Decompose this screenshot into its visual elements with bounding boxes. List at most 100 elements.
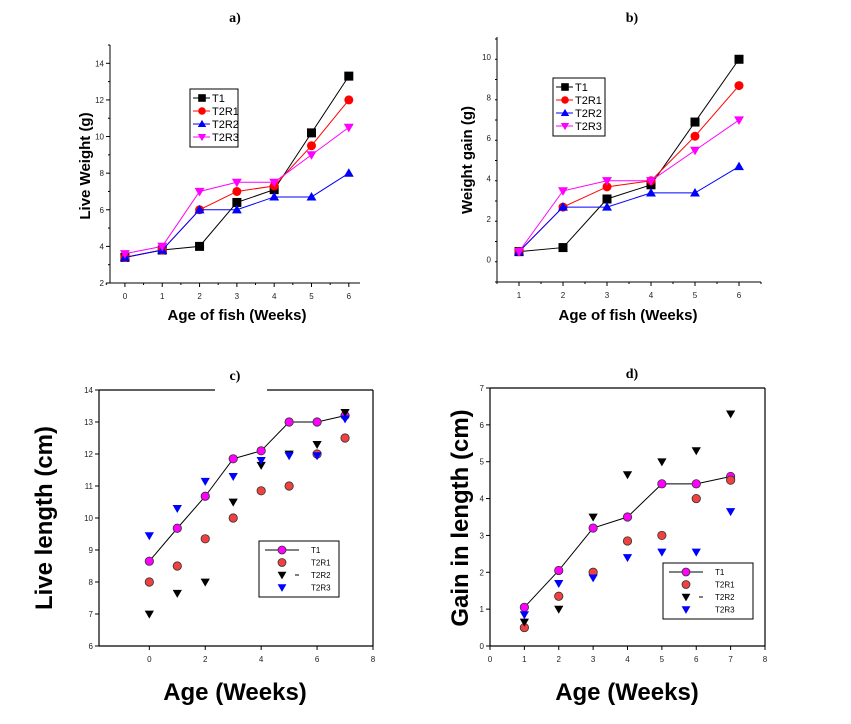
y-tick-label: 4 — [487, 175, 492, 184]
x-axis-label: Age (Weeks) — [555, 679, 699, 706]
data-point — [554, 591, 564, 601]
x-tick-label: 4 — [259, 655, 264, 664]
data-point — [554, 565, 564, 576]
legend-item-t1: T1 — [193, 93, 225, 105]
chart-panel-c: c) 6 7 8 9 10 11 12 13 14 0 2 4 6 8 Age (Weeks) Live len… — [31, 369, 376, 706]
data-point — [284, 417, 294, 427]
y-tick-label: 2 — [480, 568, 485, 577]
legend-label: T2R1 — [575, 95, 602, 107]
y-tick-label: 7 — [480, 384, 485, 393]
legend-marker — [197, 119, 207, 128]
legend: T1 T2R1 T2R2 T2R3 — [258, 540, 340, 598]
data-point — [622, 536, 633, 546]
data-point — [691, 447, 701, 456]
data-point — [256, 461, 266, 470]
legend-label: T2R2 — [212, 119, 239, 131]
legend-item-t2r1: T2R1 — [193, 106, 239, 118]
data-point — [172, 523, 182, 533]
data-point — [554, 579, 564, 588]
x-tick-label: 3 — [605, 291, 610, 300]
series-t1 — [514, 54, 744, 257]
legend-item-t2r3: T2R3 — [193, 132, 239, 144]
data-point — [312, 417, 322, 427]
x-tick-label: 2 — [203, 655, 208, 664]
x-tick-label: 0 — [147, 655, 152, 664]
legend-item-t2r1: T2R1 — [556, 95, 602, 107]
data-point — [306, 141, 316, 151]
x-tick-label: 1 — [160, 292, 165, 301]
series-t2r3 — [144, 415, 350, 541]
x-tick-label: 8 — [763, 655, 768, 664]
y-tick-label: 14 — [84, 386, 93, 395]
y-tick-label: 4 — [480, 495, 485, 504]
chart-title: c) — [230, 369, 241, 384]
y-tick-label: 2 — [487, 215, 492, 224]
x-tick-label: 2 — [197, 292, 202, 301]
legend-label: T2R3 — [715, 606, 735, 615]
y-tick-label: 3 — [480, 531, 485, 540]
y-axis-label: Gain in length (cm) — [447, 409, 474, 626]
x-axis-label: Age of fish (Weeks) — [559, 307, 698, 324]
data-point — [646, 187, 656, 197]
x-tick-label: 1 — [517, 291, 522, 300]
y-tick-label: 11 — [85, 482, 94, 491]
data-point — [657, 479, 667, 489]
x-tick-label: 2 — [561, 291, 566, 300]
x-tick-label: 6 — [347, 292, 352, 301]
data-point — [194, 187, 205, 197]
data-point — [195, 241, 205, 251]
legend-label: T1 — [212, 93, 225, 105]
y-tick-label: 8 — [487, 94, 492, 103]
data-point — [554, 605, 564, 614]
data-point — [172, 505, 182, 514]
legend-marker — [561, 83, 569, 91]
y-tick-label: 10 — [482, 53, 491, 62]
data-point — [734, 81, 744, 91]
series-t1 — [144, 410, 350, 566]
legend-marker — [277, 545, 287, 555]
series-line — [518, 166, 740, 252]
data-point — [734, 54, 744, 64]
x-tick-label: 6 — [315, 655, 320, 664]
y-axis-label: Weight gain (g) — [459, 106, 476, 214]
legend-marker — [277, 584, 287, 592]
legend-item-t1: T1 — [556, 82, 588, 94]
y-tick-label: 10 — [95, 133, 104, 142]
x-tick-label: 4 — [625, 655, 630, 664]
legend-marker — [197, 133, 207, 142]
data-point — [558, 187, 568, 196]
data-point — [228, 473, 238, 482]
data-point — [306, 192, 317, 201]
legend-marker — [198, 107, 206, 115]
series-t2r3 — [519, 508, 736, 620]
series-t2r1 — [519, 475, 736, 633]
data-point — [726, 508, 736, 517]
data-point — [602, 194, 612, 204]
data-point — [602, 182, 612, 192]
y-tick-label: 6 — [487, 134, 492, 143]
data-point — [344, 71, 354, 81]
data-point — [602, 177, 612, 186]
legend-label: T2R3 — [575, 121, 602, 133]
data-point — [200, 578, 210, 587]
data-point — [519, 602, 529, 612]
data-point — [256, 457, 266, 466]
legend-item-t1: T1 — [265, 545, 321, 555]
y-tick-label: 13 — [84, 418, 93, 427]
y-axis-label: Live Weight (g) — [77, 112, 94, 219]
x-tick-label: 5 — [693, 291, 698, 300]
y-tick-label: 8 — [89, 578, 94, 587]
data-point — [657, 548, 667, 557]
data-point — [200, 534, 210, 544]
data-point — [343, 123, 354, 133]
y-tick-label: 8 — [100, 169, 105, 178]
data-point — [340, 409, 350, 418]
series-line — [518, 58, 740, 253]
series-t2r2 — [519, 410, 736, 627]
y-tick-label: 10 — [84, 514, 93, 523]
legend-item-t2r2: T2R2 — [556, 108, 602, 120]
y-tick-label: 5 — [480, 458, 485, 467]
data-point — [144, 556, 154, 566]
data-point — [344, 95, 354, 105]
legend-label: T2R3 — [311, 584, 331, 593]
